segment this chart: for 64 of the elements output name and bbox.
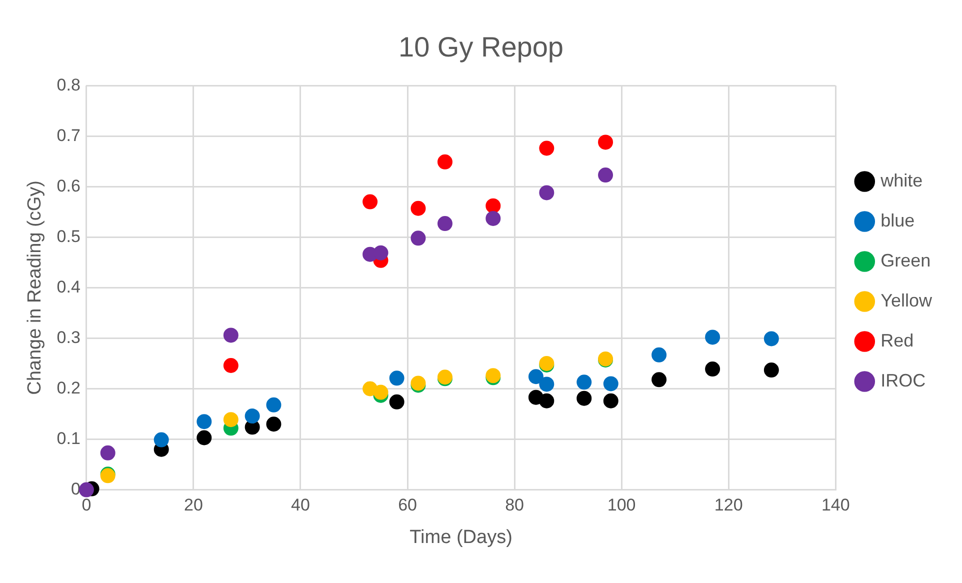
legend-label: IROC <box>880 370 926 390</box>
point <box>603 376 618 392</box>
point <box>223 358 238 374</box>
y-tick-label: 0.3 <box>56 328 80 347</box>
point <box>244 408 260 424</box>
point <box>764 362 779 378</box>
point <box>486 210 501 226</box>
y-tick-label: 0.6 <box>56 176 80 196</box>
point <box>389 394 404 410</box>
point <box>389 370 404 386</box>
y-tick-label: 0 <box>70 479 80 498</box>
point <box>576 374 592 390</box>
y-tick-label: 0.2 <box>56 378 80 398</box>
x-tick-label: 60 <box>398 496 417 515</box>
y-tick-label: 0.7 <box>56 126 80 145</box>
point <box>705 330 720 345</box>
point <box>539 393 554 408</box>
point <box>100 445 116 460</box>
point <box>705 362 720 377</box>
point <box>373 245 388 260</box>
point <box>154 432 169 448</box>
legend-label: Red <box>880 330 914 350</box>
legend-label: white <box>880 170 923 190</box>
point <box>266 397 282 412</box>
point <box>196 414 212 430</box>
x-tick-label: 20 <box>184 496 203 515</box>
legend-label: Yellow <box>880 290 933 310</box>
chart-title: 10 Gy Repop <box>398 32 564 63</box>
point <box>598 168 614 183</box>
y-tick-label: 0.4 <box>56 277 80 296</box>
point <box>223 328 238 343</box>
point <box>266 416 282 432</box>
legend-label: blue <box>880 210 915 230</box>
y-tick-label: 0.8 <box>56 75 80 94</box>
point <box>486 198 501 214</box>
x-tick-label: 120 <box>714 496 743 515</box>
x-tick-label: 40 <box>291 496 310 515</box>
point <box>764 331 779 346</box>
x-tick-label: 80 <box>505 496 524 515</box>
point <box>410 200 426 216</box>
point <box>603 393 618 408</box>
point <box>652 372 667 388</box>
point <box>528 369 544 384</box>
point <box>373 384 388 400</box>
point <box>437 154 452 170</box>
point <box>539 140 554 156</box>
point <box>539 376 554 392</box>
x-axis-title: Time (Days) <box>410 526 512 548</box>
y-axis-title: Change in Reading (cGy) <box>24 180 46 395</box>
y-tick-label: 0.1 <box>56 428 80 448</box>
x-tick-label: 100 <box>607 496 636 515</box>
point <box>437 216 452 232</box>
x-tick-label: 140 <box>821 496 850 515</box>
point <box>539 185 554 200</box>
point <box>652 347 667 362</box>
point <box>196 430 212 446</box>
point <box>598 134 614 150</box>
point <box>410 230 426 246</box>
point <box>576 390 592 406</box>
point <box>362 194 378 210</box>
point <box>223 412 238 428</box>
point <box>78 482 94 498</box>
legend-label: Green <box>880 250 931 270</box>
y-tick-label: 0.5 <box>56 226 80 246</box>
